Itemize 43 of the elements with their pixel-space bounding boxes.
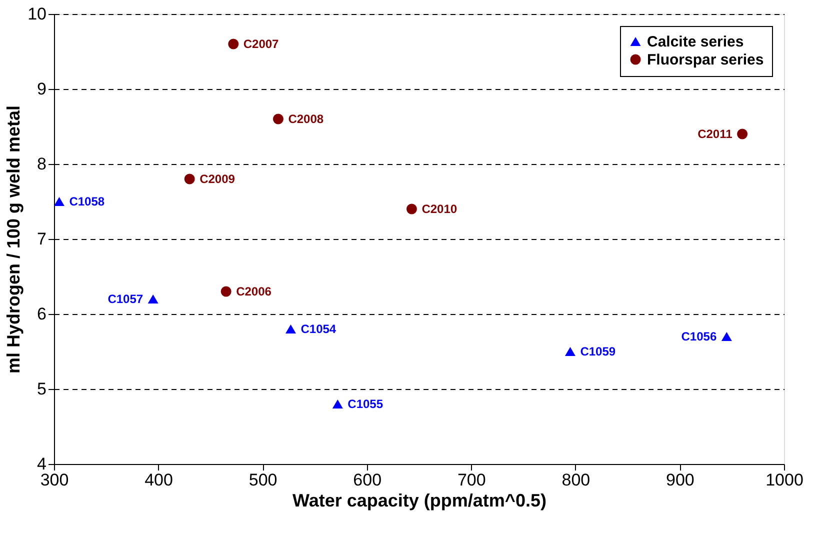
point — [54, 196, 64, 206]
x-tick-label: 700 — [457, 470, 486, 490]
annotation: C2011 — [698, 127, 733, 141]
y-tick-label: 10 — [28, 4, 46, 24]
annotation: C2010 — [422, 202, 458, 216]
point — [332, 399, 343, 409]
point — [721, 332, 732, 342]
annotation: C1056 — [681, 330, 717, 344]
x-tick-label: 300 — [40, 470, 69, 490]
x-tick-label: 1000 — [766, 470, 804, 490]
y-tick-label: 6 — [37, 304, 46, 324]
point — [406, 204, 417, 214]
x-tick-label: 400 — [144, 470, 173, 490]
point — [564, 346, 576, 356]
legend-label: Calcite series — [647, 34, 744, 50]
x-tick-label: 500 — [248, 470, 278, 490]
point — [737, 128, 748, 140]
annotation: C2006 — [236, 284, 272, 298]
point — [148, 294, 158, 304]
x-tick-label: 600 — [353, 470, 382, 490]
point — [285, 324, 296, 334]
annotation: C1057 — [108, 292, 144, 306]
point — [228, 38, 239, 50]
legend-label: Fluorspar series — [647, 52, 764, 68]
y-tick-label: 8 — [37, 154, 46, 174]
annotation: C2009 — [200, 172, 236, 186]
annotation: C1055 — [348, 397, 384, 411]
y-tick-label: 9 — [37, 80, 46, 98]
y-tick-label: 5 — [37, 380, 46, 398]
annotation: C1054 — [300, 322, 336, 336]
y-tick-label: 4 — [37, 454, 46, 474]
point — [184, 174, 195, 184]
y-tick-label: 7 — [37, 230, 46, 248]
annotation: C2008 — [288, 112, 324, 126]
annotation: C2007 — [243, 37, 280, 51]
x-tick-label: 800 — [562, 470, 590, 490]
point — [220, 286, 232, 297]
y-axis-title: ml Hydrogen / 100 g weld metal — [4, 105, 24, 374]
annotation: C1059 — [580, 344, 616, 358]
x-tick-label: 900 — [666, 470, 694, 490]
annotation: C1058 — [69, 194, 105, 208]
point — [272, 114, 284, 124]
x-axis-title: Water capacity (ppm/atm^0.5) — [292, 490, 546, 510]
